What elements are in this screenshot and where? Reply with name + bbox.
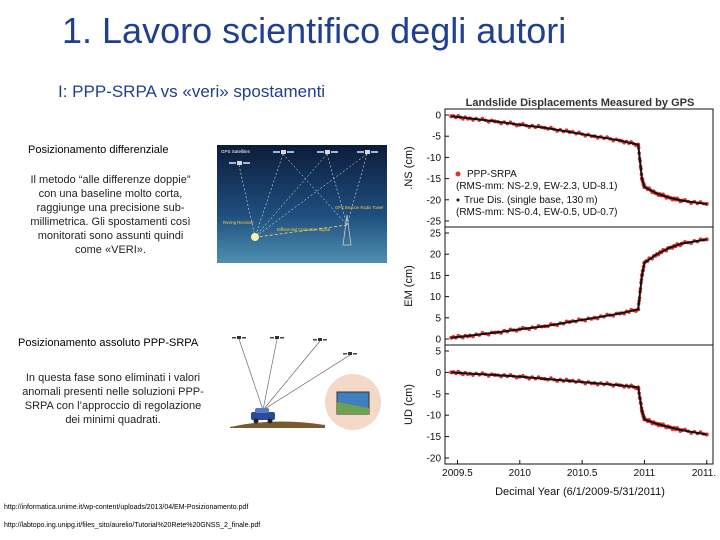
- panel-frame: [444, 344, 714, 465]
- roving-receiver-icon: [251, 233, 259, 241]
- y-tick-label: -15: [427, 432, 442, 443]
- gps-displacement-chart: Landslide Displacements Measured by GPS …: [403, 97, 716, 498]
- ppp-text: In questa fase sono eliminati i valori a…: [8, 371, 218, 427]
- chart-panel: 25 20 15 10 5 0 EM (cm): [403, 226, 714, 346]
- true-displacement-line: [451, 238, 707, 339]
- reference-link[interactable]: http://labtopo.ing.unipg.it/files_sito/a…: [4, 522, 261, 529]
- y-tick-label: 0: [435, 368, 441, 379]
- y-tick-label: -5: [432, 132, 441, 143]
- reference-link[interactable]: http://informatica.unime.it/wp-content/u…: [4, 504, 249, 511]
- true-displacement-line: [451, 115, 707, 206]
- slide-title: 1. Lavoro scientifico degli autori: [62, 10, 567, 51]
- differential-gps-illustration: GPS Satellites Roving Receiver Different…: [217, 145, 387, 263]
- y-axis-label: UD (cm): [403, 384, 415, 425]
- ppp-illustration: [230, 336, 381, 430]
- chart-legend: PPP-SRPA(RMS-mm: NS-2.9, EW-2.3, UD-8.1)…: [455, 169, 618, 218]
- legend-ppp-marker: [455, 171, 461, 177]
- y-tick-label: 5: [435, 313, 441, 324]
- differential-text-line: con una baseline molto corta,: [38, 188, 183, 200]
- y-tick-label: 15: [430, 271, 442, 282]
- legend-true-label: True Dis. (single base, 130 m): [464, 195, 598, 206]
- legend-true-marker: [456, 198, 460, 202]
- y-tick-label: -10: [427, 411, 442, 422]
- signal-lines: [238, 153, 368, 238]
- satellite-icon: [270, 336, 284, 339]
- y-axis-label: EM (cm): [403, 265, 415, 307]
- ppp-text-line: dei minimi quadrati.: [65, 414, 161, 426]
- chart-panel: 5 0 -5 -10 -15 -20 UD (cm): [403, 344, 714, 465]
- ground: [230, 421, 325, 428]
- correction-signal-label: Differential Correction Signal: [277, 227, 330, 232]
- satellite-icon: [229, 161, 250, 165]
- satellites-label: GPS Satellites: [221, 149, 251, 154]
- ppp-text-line: SRPA con l’approccio di regolazione: [24, 400, 202, 412]
- satellite-icon: [273, 150, 294, 154]
- differential-text: Il metodo “alle differenze doppie” con u…: [8, 173, 213, 257]
- satellite-icon: [232, 336, 246, 339]
- y-tick-label: -20: [427, 454, 442, 465]
- satellite-icon: [317, 150, 338, 154]
- satellite-icon: [357, 150, 378, 154]
- y-tick-label: 5: [435, 347, 441, 358]
- slide-subtitle: I: PPP-SRPA vs «veri» spostamenti: [58, 82, 326, 101]
- differential-text-line: raggiunge una precisione sub-: [36, 202, 185, 214]
- x-axis-ticks: 2009.5 2010 2010.5 2011 2011.5: [442, 460, 716, 479]
- legend-ppp-rms: (RMS-mm: NS-2.9, EW-2.3, UD-8.1): [456, 181, 618, 192]
- x-axis-label: Decimal Year (6/1/2009-5/31/2011): [495, 486, 665, 498]
- car-icon: [251, 408, 275, 424]
- radio-tower-icon: [342, 214, 352, 246]
- x-tick-label: 2010.5: [567, 468, 598, 479]
- differential-text-line: come «VERI».: [75, 244, 146, 256]
- chart-panel: 0 -5 -10 -15 -20 -25 .NS (cm): [403, 108, 714, 228]
- y-tick-label: -20: [427, 195, 442, 206]
- differential-text-line: monitorati sono assunti quindi: [37, 230, 184, 242]
- satellite-icon: [313, 338, 327, 341]
- y-tick-label: -25: [427, 217, 442, 228]
- y-tick-label: -10: [427, 153, 442, 164]
- x-tick-label: 2009.5: [442, 468, 473, 479]
- true-displacement-line: [451, 371, 707, 436]
- satellite-icon: [343, 352, 357, 355]
- x-tick-label: 2010: [509, 468, 532, 479]
- legend-ppp-label: PPP-SRPA: [467, 169, 517, 180]
- correction-signal-line: [256, 224, 348, 238]
- beacon-tower-label: GPS Beacon Radio Tower: [335, 205, 384, 210]
- y-tick-label: 10: [430, 292, 442, 303]
- y-tick-label: -5: [432, 389, 441, 400]
- roving-receiver-label: Roving Receiver: [223, 220, 254, 225]
- sky-background: [217, 145, 387, 263]
- differential-heading: Posizionamento differenziale: [28, 144, 169, 156]
- legend-true-rms: (RMS-mm: NS-0.4, EW-0.5, UD-0.7): [456, 207, 618, 218]
- chart-title: Landslide Displacements Measured by GPS: [466, 97, 695, 109]
- y-tick-label: 0: [435, 335, 441, 346]
- x-tick-label: 2011.5: [692, 468, 716, 479]
- ppp-heading: Posizionamento assoluto PPP-SRPA: [18, 337, 199, 349]
- y-tick-label: 0: [435, 111, 441, 122]
- differential-text-line: millimetrica. Gli spostamenti così: [30, 216, 191, 228]
- y-axis-label: .NS (cm): [403, 146, 415, 189]
- ppp-text-line: In questa fase sono eliminati i valori: [25, 372, 201, 384]
- y-tick-label: 25: [430, 229, 442, 240]
- ppp-text-line: anomali presenti nelle soluzioni PPP-: [22, 386, 204, 398]
- chart-background: [445, 109, 713, 464]
- x-tick-label: 2011: [634, 468, 656, 479]
- gps-screen-map: [337, 402, 369, 414]
- differential-text-line: Il metodo “alle differenze doppie”: [30, 174, 191, 186]
- y-tick-label: -15: [427, 174, 442, 185]
- signal-lines: [238, 338, 351, 411]
- y-tick-label: 20: [430, 250, 442, 261]
